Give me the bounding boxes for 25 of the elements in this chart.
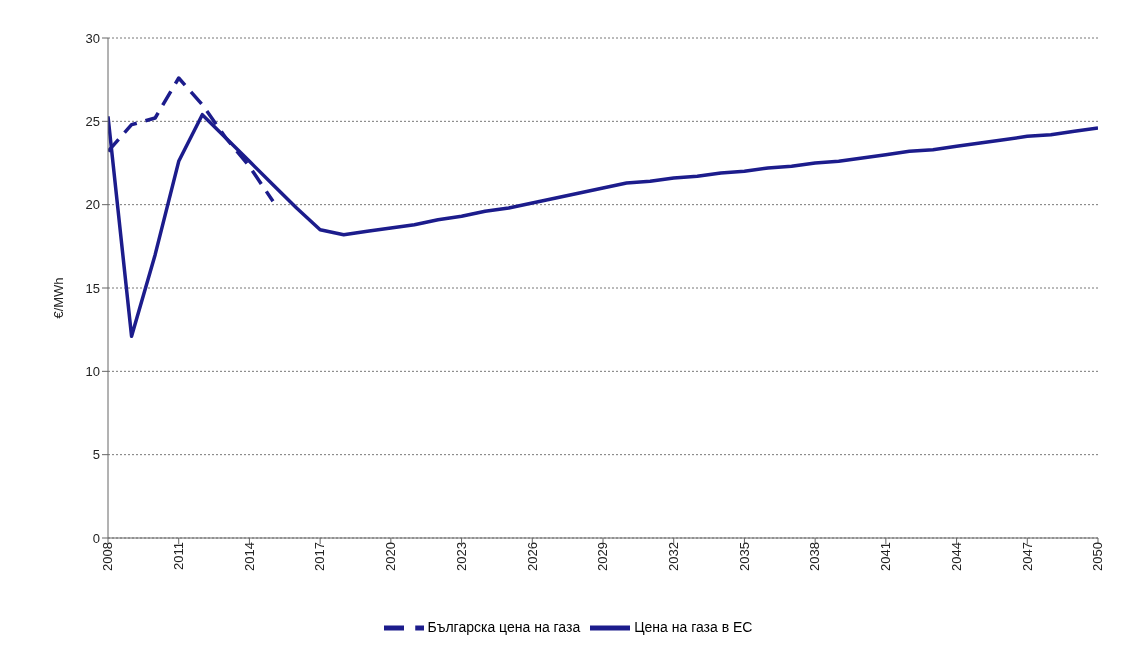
x-tick-label: 2023 bbox=[453, 542, 469, 571]
x-tick-label: 2047 bbox=[1019, 542, 1035, 571]
x-tick-label: 2017 bbox=[312, 542, 328, 571]
x-tick-label: 2026 bbox=[524, 542, 540, 571]
y-tick-label: 15 bbox=[85, 280, 100, 296]
legend-label: Българска цена на газа bbox=[427, 618, 581, 635]
legend-label: Цена на газа в ЕС bbox=[634, 618, 753, 635]
y-tick-label: 5 bbox=[92, 447, 100, 463]
x-tick-label: 2029 bbox=[595, 542, 611, 571]
x-tick-label: 2035 bbox=[736, 542, 752, 571]
y-axis-title: €/MWh bbox=[50, 277, 66, 319]
x-tick-label: 2050 bbox=[1090, 542, 1106, 571]
x-tick-label: 2032 bbox=[665, 542, 681, 571]
y-tick-label: 20 bbox=[85, 197, 100, 213]
y-tick-label: 30 bbox=[85, 30, 100, 46]
x-tick-label: 2008 bbox=[100, 542, 116, 571]
x-tick-label: 2038 bbox=[807, 542, 823, 571]
x-tick-label: 2020 bbox=[383, 542, 399, 571]
x-tick-label: 2044 bbox=[948, 542, 964, 571]
y-tick-label: 25 bbox=[85, 113, 100, 129]
y-tick-label: 0 bbox=[92, 530, 100, 546]
x-tick-label: 2014 bbox=[241, 542, 257, 571]
x-tick-label: 2041 bbox=[878, 542, 894, 571]
y-tick-label: 10 bbox=[85, 363, 100, 379]
x-tick-label: 2011 bbox=[170, 542, 186, 570]
